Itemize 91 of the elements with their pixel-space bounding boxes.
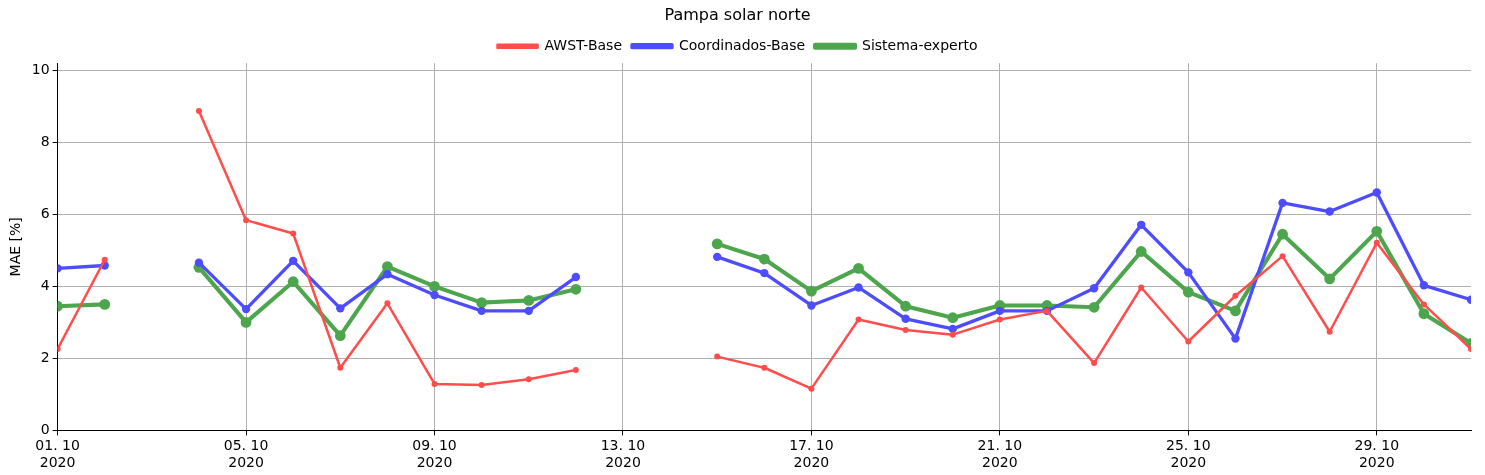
point <box>949 331 956 338</box>
point <box>194 258 204 267</box>
point <box>1230 305 1241 317</box>
point <box>382 261 393 272</box>
point <box>900 300 912 312</box>
point <box>1420 301 1427 308</box>
point <box>288 256 298 266</box>
point <box>1326 328 1333 335</box>
y-tick-label: 10 <box>31 61 50 78</box>
point <box>195 108 202 115</box>
point <box>101 256 108 263</box>
point <box>1232 292 1239 299</box>
point <box>1371 225 1383 237</box>
point <box>1138 284 1145 291</box>
x-tick-label: 21. 10 2020 <box>977 437 1023 471</box>
point <box>714 353 721 360</box>
legend-label: AWST-Base <box>544 36 623 53</box>
point <box>995 306 1005 316</box>
x-tick-label: 01. 10 2020 <box>35 437 80 471</box>
point <box>948 324 957 334</box>
x-tick-label: 25. 10 2020 <box>1166 437 1211 471</box>
point <box>807 301 816 310</box>
point <box>1088 301 1100 313</box>
point <box>477 306 486 316</box>
point <box>429 281 440 292</box>
point <box>336 304 345 313</box>
x-tick-label: 09. 10 2020 <box>412 437 457 471</box>
point <box>240 317 252 328</box>
point <box>761 364 768 371</box>
point <box>855 316 862 323</box>
point <box>524 306 533 316</box>
legend-label: Coordinados-Base <box>679 36 806 53</box>
y-tick-label: 2 <box>40 349 50 366</box>
point <box>1418 308 1430 320</box>
y-tick-label: 6 <box>40 205 50 222</box>
point <box>712 252 722 262</box>
point <box>1372 188 1381 197</box>
point <box>570 283 582 295</box>
point <box>996 316 1003 323</box>
point <box>758 253 770 265</box>
point <box>243 217 250 224</box>
x-tick-label: 17. 10 2020 <box>789 437 834 471</box>
x-tick-label: 05. 10 2020 <box>223 437 269 471</box>
x-tick-label: 29. 10 2020 <box>1354 437 1400 471</box>
point <box>1135 246 1147 257</box>
point <box>478 382 485 389</box>
point <box>1325 207 1334 216</box>
point <box>760 268 769 278</box>
point <box>808 385 815 392</box>
point <box>901 314 910 323</box>
y-tick-label: 8 <box>40 133 50 150</box>
point <box>1182 286 1194 298</box>
point <box>99 299 111 310</box>
point <box>572 366 579 373</box>
point <box>241 304 251 314</box>
point <box>1185 338 1192 345</box>
point <box>1279 253 1286 260</box>
point <box>1137 220 1146 230</box>
point <box>290 230 297 237</box>
point <box>1184 268 1193 277</box>
point <box>1277 228 1288 240</box>
point <box>571 272 581 282</box>
point <box>383 269 392 279</box>
point <box>1231 334 1240 343</box>
point <box>1089 284 1099 293</box>
point <box>947 312 959 324</box>
point <box>476 297 488 308</box>
point <box>1091 360 1098 367</box>
point <box>853 263 864 274</box>
legend-label: Sistema-experto <box>862 36 978 53</box>
point <box>334 330 346 342</box>
point <box>525 376 532 383</box>
point <box>1419 281 1429 290</box>
point <box>523 295 535 306</box>
point <box>1373 239 1380 246</box>
point <box>384 300 391 307</box>
point <box>806 285 817 297</box>
point <box>1278 198 1287 208</box>
point <box>431 380 438 387</box>
y-tick-label: 4 <box>40 277 50 294</box>
chart-title: Pampa solar norte <box>664 4 811 24</box>
point <box>711 238 723 250</box>
point <box>337 364 344 371</box>
point <box>1324 273 1336 285</box>
y-axis-title: MAE [%] <box>7 217 24 277</box>
point <box>854 283 863 292</box>
x-tick-label: 13. 10 2020 <box>600 437 646 471</box>
point <box>287 276 299 288</box>
point <box>430 290 439 300</box>
point <box>902 326 909 333</box>
y-tick-label: 0 <box>40 421 50 438</box>
